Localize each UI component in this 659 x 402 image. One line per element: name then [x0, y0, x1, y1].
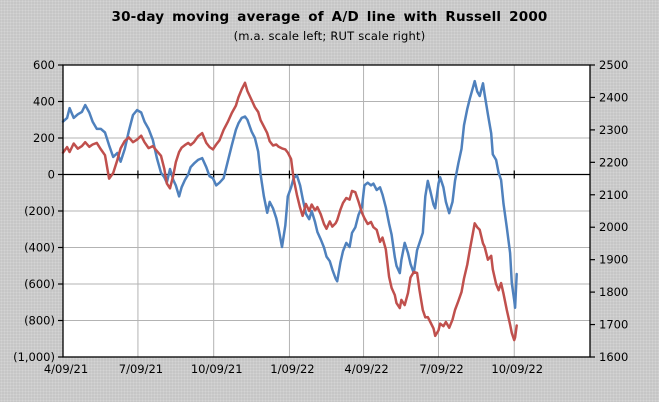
left-axis-label: 200 [33, 131, 55, 145]
left-axis-label: (200) [24, 204, 55, 218]
right-axis-label: 1900 [599, 253, 628, 267]
x-axis-label: 7/09/21 [119, 362, 163, 376]
left-axis-label: (600) [24, 277, 55, 291]
series-russell-2000-line [61, 81, 518, 342]
right-axis-label: 2200 [599, 155, 628, 169]
left-axis-label: 600 [33, 58, 55, 72]
left-axis-label: (400) [24, 241, 55, 255]
series [61, 79, 518, 342]
right-axis-label: 2500 [599, 58, 628, 72]
right-axis-label: 1700 [599, 318, 628, 332]
right-axis-label: 2100 [599, 188, 628, 202]
x-axis-label: 4/09/21 [44, 362, 88, 376]
right-axis-label: 1800 [599, 285, 628, 299]
x-axis-label: 1/09/22 [270, 362, 314, 376]
right-axis-label: 2000 [599, 220, 628, 234]
x-axis-label: 4/09/22 [344, 362, 388, 376]
left-axis-label: 0 [48, 168, 55, 182]
left-axis-label: (1,000) [13, 350, 55, 364]
series-ad-ma-line [61, 79, 518, 309]
y-axis-left: 600 400 200 0 (200) (400) (600) (800) (1,000) [13, 58, 63, 364]
right-axis-label: 2300 [599, 123, 628, 137]
right-axis-label: 2400 [599, 90, 628, 104]
x-axis-label: 10/09/22 [491, 362, 543, 376]
chart-title: 30-day moving average of A/D line with R… [111, 9, 548, 25]
y-axis-right: 2500 2400 2300 2200 2100 2000 1900 1800 1700 1600 [590, 58, 628, 364]
chart-subtitle: (m.a. scale left; RUT scale right) [233, 29, 426, 43]
x-axis-label: 10/09/21 [191, 362, 243, 376]
zero-axis [63, 170, 590, 179]
left-axis-label: 400 [33, 95, 55, 109]
x-axis-label: 7/09/22 [419, 362, 463, 376]
left-axis-label: (800) [24, 314, 55, 328]
right-axis-label: 1600 [599, 350, 628, 364]
x-axis-labels: 4/09/21 7/09/21 10/09/21 1/09/22 4/09/22 7/09… [44, 362, 543, 376]
